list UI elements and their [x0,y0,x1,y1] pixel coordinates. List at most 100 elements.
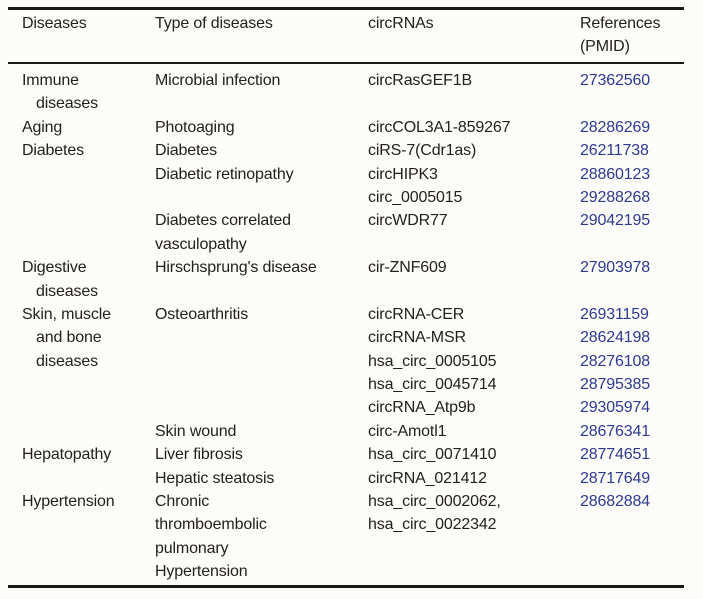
cell-reference: 28676341 [580,420,684,443]
cell-circrna: circRNA_021412 [368,469,487,487]
table-row: Hepatopathy Liver fibrosis hsa_circ_0071… [22,443,684,466]
table-row: vasculopathy [22,233,684,256]
cell-disease-type: Osteoarthritis [155,305,249,323]
cell-reference: 29288268 [580,186,684,209]
cell-circrna: hsa_circ_0002062, [368,493,501,511]
pmid-link[interactable]: 28286269 [580,118,650,136]
cell-disease-type: Diabetes correlated [155,212,291,230]
cell-circrna: circRasGEF1B [368,72,472,89]
cell-disease-type [155,186,368,209]
cell-reference: 28860123 [580,163,684,186]
table-row: Diabetes correlated circWDR77 29042195 [22,209,684,232]
table-row: Hypertension [22,560,684,583]
cell-disease [22,209,155,232]
cell-disease-type: Hepatic steatosis [155,469,275,487]
cell-circrna: ciRS-7(Cdr1as) [368,142,477,160]
cell-circrna: cir-ZNF609 [368,259,447,277]
cell-circrna: circCOL3A1-859267 [368,118,511,136]
pmid-link[interactable]: 26931159 [580,305,649,323]
cell-disease: diseases [36,352,98,370]
cell-disease-type: Skin wound [155,422,237,440]
cell-reference: 28682884 [580,490,684,513]
cell-disease-type: Hirschsprung's disease [155,259,317,277]
table-row: diseases [22,92,684,115]
cell-reference [580,537,684,560]
cell-disease-type: pulmonary [155,539,229,557]
cell-disease [22,396,155,419]
pmid-link[interactable]: 28774651 [580,446,650,464]
cell-circrna: circHIPK3 [368,165,438,183]
cell-disease [22,373,155,396]
cell-circrna [368,92,580,115]
table-header-row: Diseases Type of diseases circRNAs Refer… [22,12,684,59]
cell-disease-type [155,350,368,373]
pmid-link[interactable]: 28860123 [580,165,650,183]
cell-circrna: circWDR77 [368,212,448,230]
cell-reference [580,513,684,536]
pmid-link[interactable]: 26211738 [580,142,649,160]
pmid-link[interactable]: 27362560 [580,72,650,89]
table-top-rule [8,7,684,10]
cell-reference: 29305974 [580,396,684,419]
pmid-link[interactable]: 28276108 [580,352,650,370]
cell-reference: 28624198 [580,326,684,349]
cell-disease-type [155,92,368,115]
cell-disease-type: Diabetes [155,142,217,160]
cell-disease-type: Microbial infection [155,72,281,89]
cell-disease-type [155,326,368,349]
cell-disease: Diabetes [22,142,84,160]
table-header-rule [8,61,684,64]
cell-reference: 28276108 [580,350,684,373]
cell-reference: 28717649 [580,467,684,490]
cell-circrna: circRNA-MSR [368,329,466,347]
cell-circrna: hsa_circ_0005105 [368,352,497,370]
cell-reference: 28286269 [580,116,684,139]
table-row: Hypertension Chronic hsa_circ_0002062, 2… [22,490,684,513]
cell-reference [580,560,684,583]
pmid-link[interactable]: 29288268 [580,188,650,206]
table-row: Diabetic retinopathy circHIPK3 28860123 [22,163,684,186]
table-row: Diabetes Diabetes ciRS-7(Cdr1as) 2621173… [22,139,684,162]
cell-disease [22,537,155,560]
column-header-references: References (PMID) [580,12,684,59]
cell-circrna: hsa_circ_0045714 [368,376,497,394]
table-row: pulmonary [22,537,684,560]
pmid-link[interactable]: 28624198 [580,329,650,347]
table-body: Immune Microbial infection circRasGEF1B … [22,69,684,584]
table-row: Immune Microbial infection circRasGEF1B … [22,69,684,92]
cell-reference: 26931159 [580,303,684,326]
cell-disease: Skin, muscle [22,305,111,323]
column-header-circrnas: circRNAs [368,15,434,32]
cell-reference: 26211738 [580,139,684,162]
table-row: Skin wound circ-Amotl1 28676341 [22,420,684,443]
cell-circrna: circ_0005015 [368,188,463,206]
cell-reference: 28795385 [580,373,684,396]
cell-circrna [368,560,580,583]
pmid-link[interactable]: 28676341 [580,422,650,440]
cell-disease [22,420,155,443]
cell-disease [22,163,155,186]
column-header-type-of-diseases: Type of diseases [155,15,273,32]
cell-circrna: circ-Amotl1 [368,422,447,440]
pmid-link[interactable]: 29042195 [580,212,650,230]
table-row: thromboembolic hsa_circ_0022342 [22,513,684,536]
cell-disease-type: Liver fibrosis [155,446,243,464]
pmid-link[interactable]: 28795385 [580,376,650,394]
pmid-link[interactable]: 28717649 [580,469,650,487]
cell-disease-type: Diabetic retinopathy [155,165,294,183]
table-row: and bone circRNA-MSR 28624198 [22,326,684,349]
cell-disease: diseases [36,95,98,113]
cell-disease-type: Hypertension [155,563,248,581]
cell-circrna [368,233,580,256]
pmid-link[interactable]: 29305974 [580,399,650,417]
table-row: circRNA_Atp9b 29305974 [22,396,684,419]
table-row: Hepatic steatosis circRNA_021412 2871764… [22,467,684,490]
pmid-link[interactable]: 28682884 [580,493,650,511]
cell-disease-type: Photoaging [155,118,235,136]
cell-circrna: hsa_circ_0022342 [368,516,497,534]
cell-disease [22,233,155,256]
pmid-link[interactable]: 27903978 [580,259,650,277]
table-row: Digestive Hirschsprung's disease cir-ZNF… [22,256,684,279]
cell-circrna [368,537,580,560]
